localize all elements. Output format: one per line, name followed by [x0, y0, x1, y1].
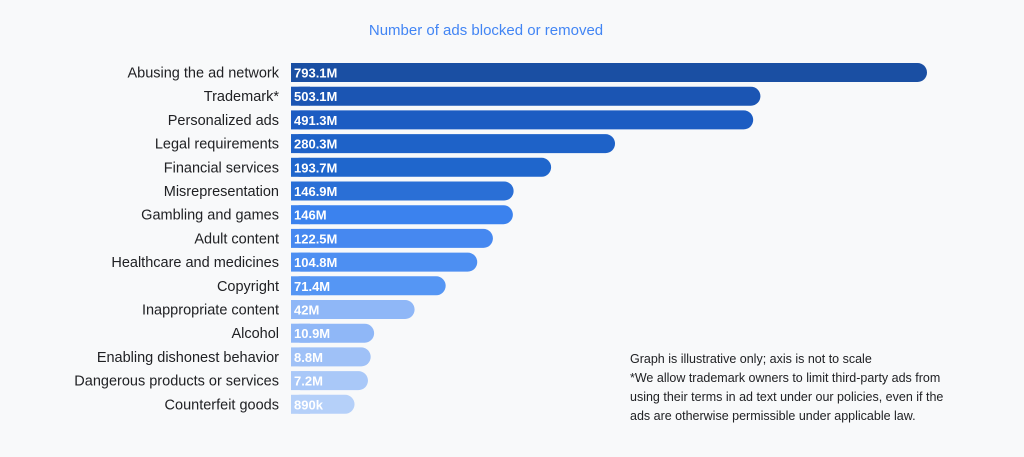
- category-label: Misrepresentation: [164, 184, 279, 200]
- bar-left-edge: [291, 157, 310, 177]
- bar-left-edge: [291, 371, 310, 391]
- bar-value-label: 7.2M: [294, 374, 323, 389]
- bar: [291, 323, 375, 343]
- category-label: Abusing the ad network: [127, 66, 279, 82]
- footnote-line-1: Graph is illustrative only; axis is not …: [630, 352, 872, 366]
- bar-value-label: 890k: [294, 397, 324, 412]
- category-label: Counterfeit goods: [165, 397, 279, 413]
- bar-value-label: 104.8M: [294, 255, 337, 270]
- bar: [291, 371, 368, 391]
- bar-left-edge: [291, 110, 310, 130]
- bar: [291, 252, 478, 272]
- footnote-line-3: using their terms in ad text under our p…: [630, 390, 944, 404]
- bar-value-label: 10.9M: [294, 326, 330, 341]
- bar-value-label: 8.8M: [294, 350, 323, 365]
- bar-left-edge: [291, 394, 310, 414]
- category-label: Inappropriate content: [142, 303, 279, 319]
- bar-left-edge: [291, 63, 310, 82]
- bar-value-label: 42M: [294, 303, 319, 318]
- bar: [291, 134, 616, 154]
- bar-value-label: 122.5M: [294, 231, 337, 246]
- bar-left-edge: [291, 323, 310, 343]
- bar-value-label: 793.1M: [294, 66, 337, 81]
- bar-left-edge: [291, 276, 310, 296]
- bar-left-edge: [291, 252, 310, 272]
- category-label: Adult content: [194, 231, 279, 247]
- bar-left-edge: [291, 181, 310, 201]
- footnote-line-4: ads are otherwise permissible under appl…: [630, 409, 916, 423]
- bar: [291, 110, 754, 130]
- bar: [291, 300, 415, 319]
- bar: [291, 157, 552, 177]
- chart-title: Number of ads blocked or removed: [368, 22, 604, 39]
- category-label: Financial services: [164, 160, 279, 176]
- bar: [291, 228, 493, 248]
- bar-left-edge: [291, 86, 310, 106]
- bar-value-label: 71.4M: [294, 279, 330, 294]
- chart-footnote: Graph is illustrative only; axis is not …: [630, 350, 970, 426]
- category-label: Trademark*: [204, 89, 280, 105]
- bar: [291, 205, 513, 225]
- bar-value-label: 503.1M: [294, 89, 337, 104]
- category-label: Gambling and games: [141, 208, 279, 224]
- bar-value-label: 491.3M: [294, 113, 337, 128]
- category-label: Healthcare and medicines: [111, 255, 279, 271]
- bar: [291, 181, 514, 201]
- bar-left-edge: [291, 134, 310, 154]
- category-label: Dangerous products or services: [74, 374, 279, 390]
- bar-left-edge: [291, 300, 310, 319]
- bar: [291, 276, 446, 296]
- bar: [291, 347, 371, 367]
- bar: [291, 63, 927, 82]
- category-label: Personalized ads: [168, 113, 279, 129]
- bar-value-label: 280.3M: [294, 137, 337, 152]
- category-label: Copyright: [217, 279, 279, 295]
- bar-value-label: 146.9M: [294, 184, 337, 199]
- bar-left-edge: [291, 228, 310, 248]
- bar-value-label: 146M: [294, 208, 327, 223]
- bar-left-edge: [291, 347, 310, 367]
- footnote-line-2: *We allow trademark owners to limit thir…: [630, 371, 941, 385]
- category-label: Legal requirements: [155, 137, 279, 153]
- category-label: Enabling dishonest behavior: [97, 350, 279, 366]
- bar-value-label: 193.7M: [294, 160, 337, 175]
- bar: [291, 86, 761, 106]
- bar-left-edge: [291, 205, 310, 225]
- category-label: Alcohol: [231, 326, 279, 342]
